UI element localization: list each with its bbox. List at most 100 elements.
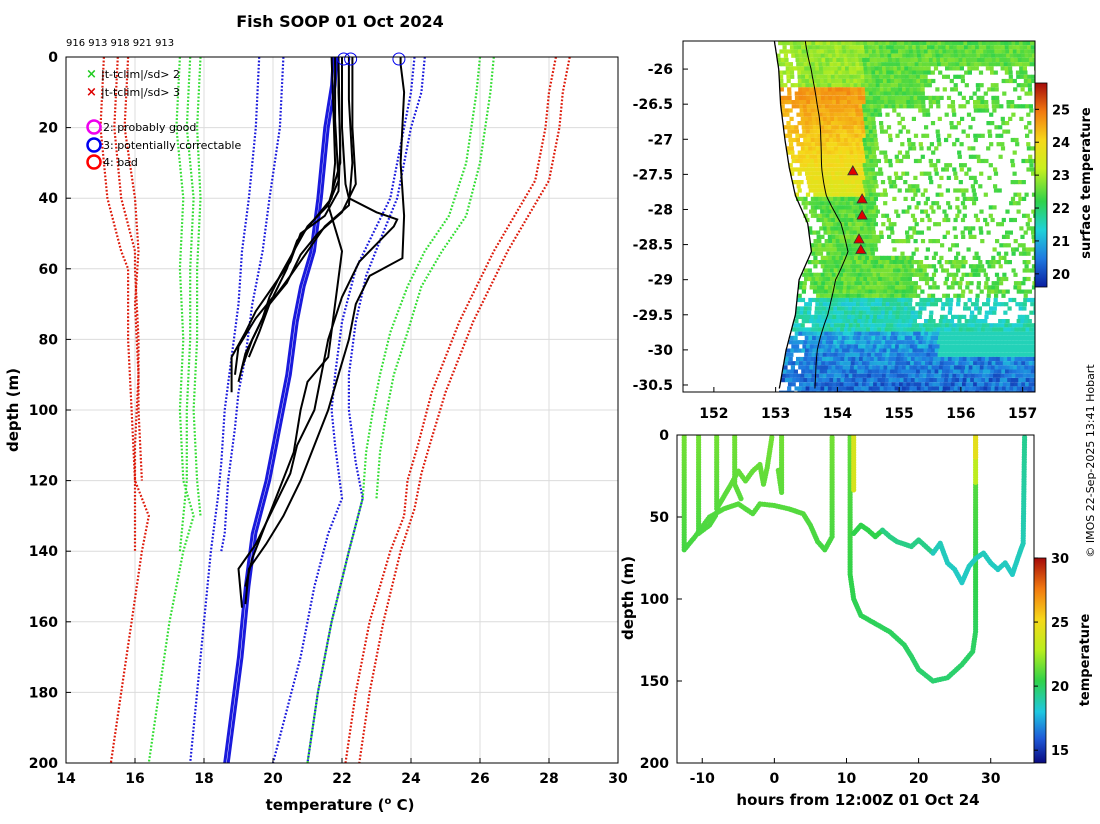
sst-cell [868, 289, 873, 294]
sst-cell [871, 297, 876, 303]
sst-cell [844, 196, 849, 201]
sst-cell [833, 356, 838, 362]
sst-cell [792, 340, 797, 345]
map-x-tick-label: 152 [699, 406, 728, 422]
sst-cell [971, 66, 976, 71]
sst-cell [842, 192, 848, 197]
sst-cell [824, 91, 829, 96]
sst-cell [920, 209, 925, 214]
sst-cell [799, 314, 804, 319]
sst-cell [883, 289, 888, 294]
sst-cell [864, 348, 869, 353]
sst-cell [866, 112, 871, 117]
sst-cell [991, 100, 996, 105]
sst-cell [782, 45, 787, 50]
sst-cell [1029, 247, 1034, 252]
sst-cell [920, 49, 925, 54]
sst-cell [1006, 53, 1011, 58]
sst-cell [1012, 201, 1017, 206]
sst-cell [863, 116, 868, 121]
sst-cell [872, 83, 877, 88]
sst-cell [894, 255, 899, 260]
sst-cell [850, 158, 856, 164]
sst-cell [831, 234, 836, 239]
sst-cell [979, 289, 984, 294]
sst-cell [984, 327, 989, 332]
sst-cell [859, 356, 864, 362]
sst-cell [850, 344, 855, 349]
sst-cell [965, 100, 970, 105]
sst-cell [974, 251, 979, 256]
sst-cell [949, 125, 955, 130]
sst-cell [839, 53, 844, 58]
sst-cell [848, 260, 853, 265]
sst-cell [846, 365, 851, 370]
sst-cell [961, 192, 966, 197]
sst-cell [826, 142, 831, 147]
sst-cell [978, 335, 983, 340]
sst-cell [991, 104, 996, 109]
sst-cell [848, 323, 853, 328]
sst-cell [903, 378, 908, 383]
sst-cell [936, 340, 942, 345]
sst-cell [857, 386, 862, 391]
sst-cell [871, 293, 876, 298]
sst-cell [1032, 53, 1035, 58]
sst-cell [984, 104, 989, 109]
sst-cell [933, 373, 938, 378]
sst-cell [977, 340, 982, 345]
sst-cell [886, 319, 892, 324]
sst-cell [846, 272, 851, 277]
sst-cell [1031, 74, 1035, 79]
sst-cell [810, 133, 815, 138]
sst-cell [852, 268, 857, 273]
sst-cell [799, 62, 805, 67]
sst-cell [896, 213, 901, 218]
sst-cell [868, 230, 873, 235]
sst-cell [849, 74, 854, 79]
sst-cell [813, 192, 818, 197]
sst-cell [954, 255, 959, 260]
sst-cell [894, 285, 899, 290]
sst-cell [806, 158, 811, 164]
sst-cell [905, 255, 911, 260]
sst-cell [1005, 386, 1010, 391]
sst-cell [858, 100, 863, 105]
sst-cell [840, 356, 845, 362]
sst-cell [1031, 285, 1035, 290]
sst-cell [790, 390, 795, 392]
sst-cell [953, 293, 958, 298]
sst-cell [842, 171, 847, 176]
sst-cell [995, 133, 1000, 138]
sst-cell [1028, 361, 1033, 366]
sst-cell [913, 285, 918, 290]
sst-cell [827, 125, 832, 130]
sst-cell [912, 390, 917, 392]
sst-cell [830, 390, 835, 392]
sst-cell [997, 369, 1002, 374]
sst-cell [878, 66, 883, 71]
sst-cell [949, 78, 954, 84]
sst-cell [855, 378, 860, 383]
sst-cell [812, 125, 817, 130]
sst-cell [929, 205, 934, 210]
sst-cell [1031, 230, 1035, 235]
sst-cell [944, 137, 949, 143]
sst-cell [967, 390, 973, 392]
sst-cell [821, 57, 826, 62]
sst-cell [890, 87, 895, 92]
sst-cell [885, 41, 890, 46]
sst-cell [832, 327, 837, 332]
sst-cell [924, 83, 929, 88]
sst-cell [983, 365, 988, 370]
sst-cell [910, 281, 915, 286]
sst-cell [967, 146, 972, 151]
sst-cell [830, 226, 835, 231]
sst-cell [911, 41, 916, 46]
sst-cell [781, 378, 786, 383]
sst-cell [808, 78, 814, 84]
sst-cell [816, 289, 821, 294]
sst-cell [1020, 87, 1025, 92]
legend-label-correctable: 3: potentially correctable [103, 139, 241, 152]
sst-cell [802, 281, 807, 286]
